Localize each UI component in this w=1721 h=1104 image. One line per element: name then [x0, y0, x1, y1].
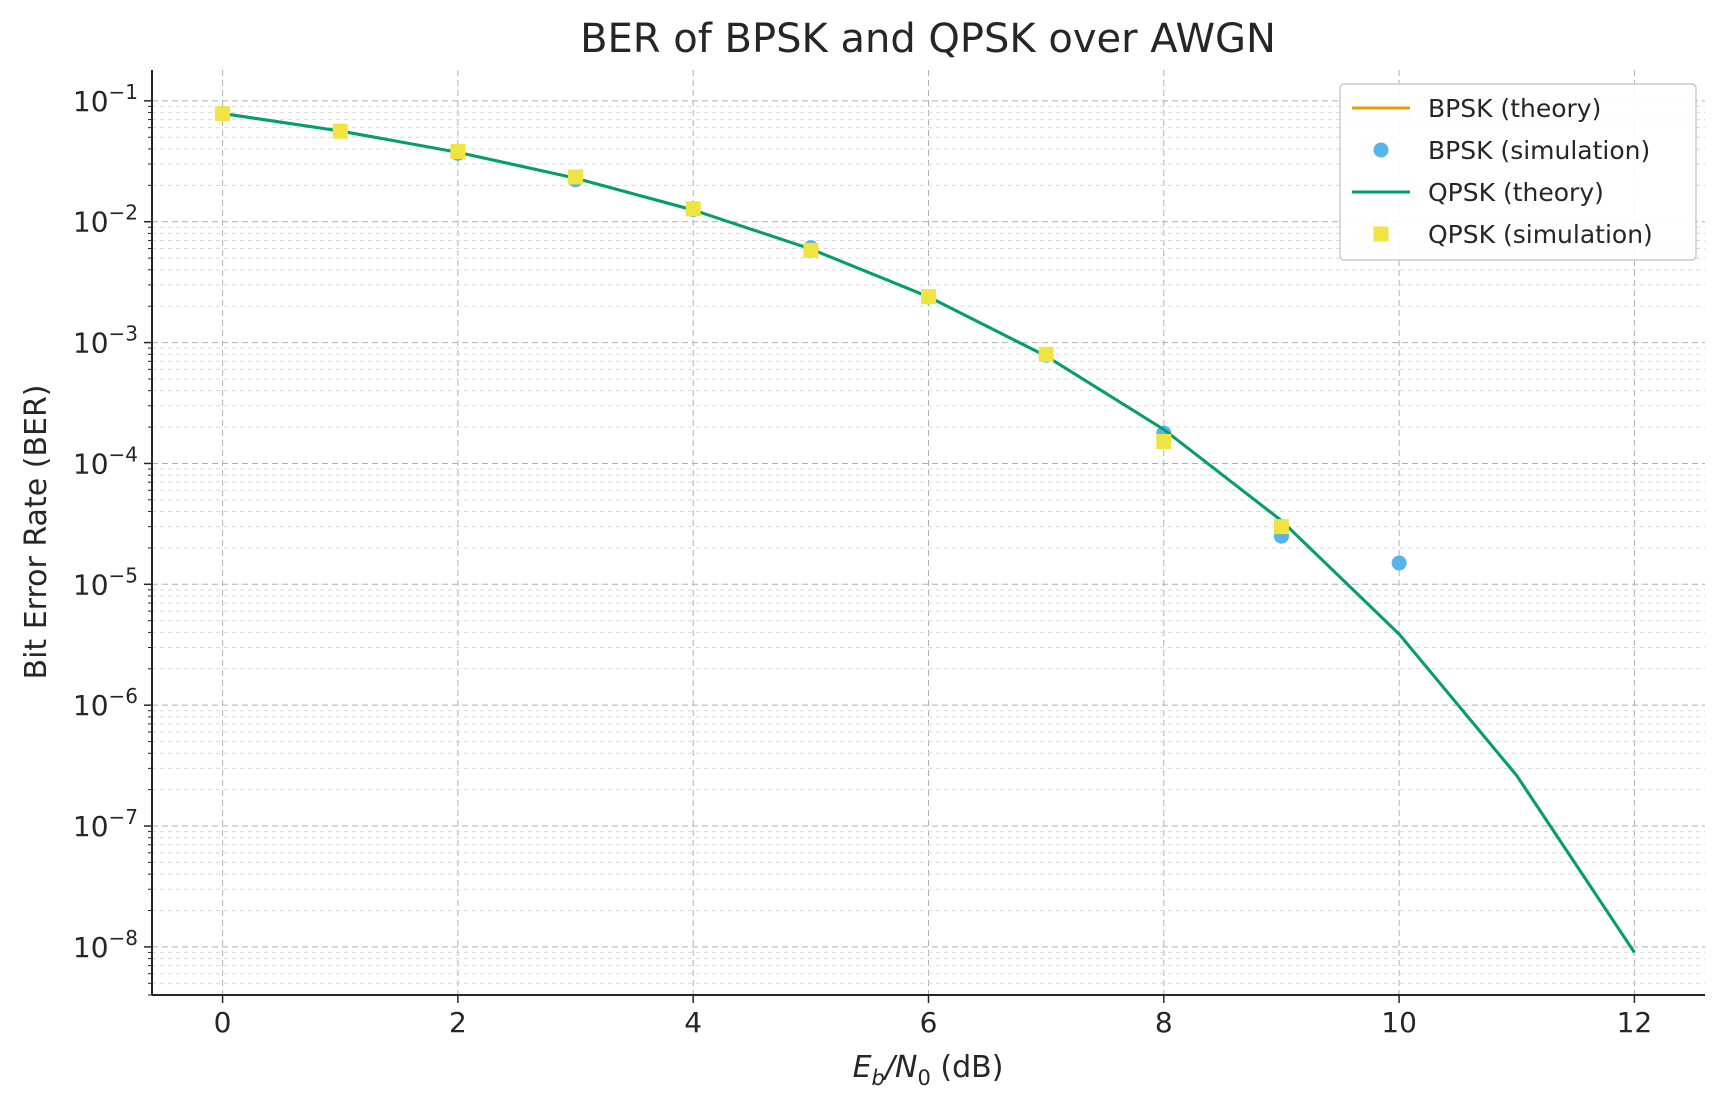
grid — [152, 70, 1705, 996]
legend-label: BPSK (theory) — [1428, 94, 1601, 123]
data-point-square — [921, 289, 936, 305]
x-tick-label: 0 — [214, 1006, 232, 1039]
legend-label: BPSK (simulation) — [1428, 136, 1650, 165]
data-point-square — [568, 169, 584, 185]
x-tick-label: 4 — [684, 1006, 702, 1039]
y-tick-label: 10−8 — [73, 926, 138, 964]
x-axis-label: Eb/N0 (dB) — [853, 1050, 1004, 1090]
y-tick-label: 10−7 — [73, 805, 138, 843]
y-tick-label: 10−5 — [73, 563, 138, 601]
legend-circle-swatch — [1373, 142, 1389, 158]
legend-square-swatch — [1373, 226, 1389, 242]
data-point-square — [450, 144, 466, 160]
x-axis-label-n: /N — [882, 1050, 918, 1085]
y-tick-label: 10−2 — [73, 201, 138, 239]
data-point-square — [215, 106, 231, 122]
data-point-square — [332, 123, 348, 139]
data-point-square — [1156, 433, 1172, 449]
legend-label: QPSK (simulation) — [1428, 220, 1653, 249]
legend-entries: BPSK (theory) BPSK (simulation) QPSK (theo… — [1352, 94, 1653, 249]
y-tick-label: 10−6 — [73, 684, 138, 722]
chart-title: BER of BPSK and QPSK over AWGN — [580, 16, 1276, 62]
y-axis-label: Bit Error Rate (BER) — [19, 385, 54, 680]
legend-frame — [1339, 83, 1697, 261]
legend: BPSK (theory) BPSK (simulation) QPSK (theo… — [1339, 83, 1697, 261]
x-tick-label: 10 — [1381, 1006, 1417, 1039]
data-point-square — [685, 201, 701, 217]
series — [215, 105, 1636, 954]
legend-label: QPSK (theory) — [1428, 178, 1604, 207]
y-tick-label: 10−1 — [73, 80, 138, 118]
x-ticks: 0 2 4 6 8 10 12 — [214, 995, 1653, 1039]
x-axis-label-b: b — [872, 1066, 885, 1090]
x-tick-label: 12 — [1617, 1006, 1653, 1039]
data-point-square — [803, 242, 819, 258]
data-point-square — [1038, 346, 1054, 362]
x-axis-label-e: E — [853, 1050, 872, 1085]
x-tick-label: 8 — [1155, 1006, 1173, 1039]
x-axis-label-zero: 0 — [917, 1066, 930, 1090]
x-tick-label: 2 — [449, 1006, 467, 1039]
x-axis-label-unit: (dB) — [931, 1050, 1004, 1085]
data-point-circle — [1391, 555, 1407, 571]
y-tick-label: 10−3 — [73, 322, 138, 360]
x-tick-label: 6 — [920, 1006, 938, 1039]
y-tick-label: 10−4 — [73, 442, 138, 480]
data-point-square — [1273, 519, 1289, 535]
series-4 — [215, 106, 1289, 535]
y-ticks: 10−1 10−2 10−3 10−4 10−5 10−6 10−7 10−8 — [73, 80, 152, 996]
